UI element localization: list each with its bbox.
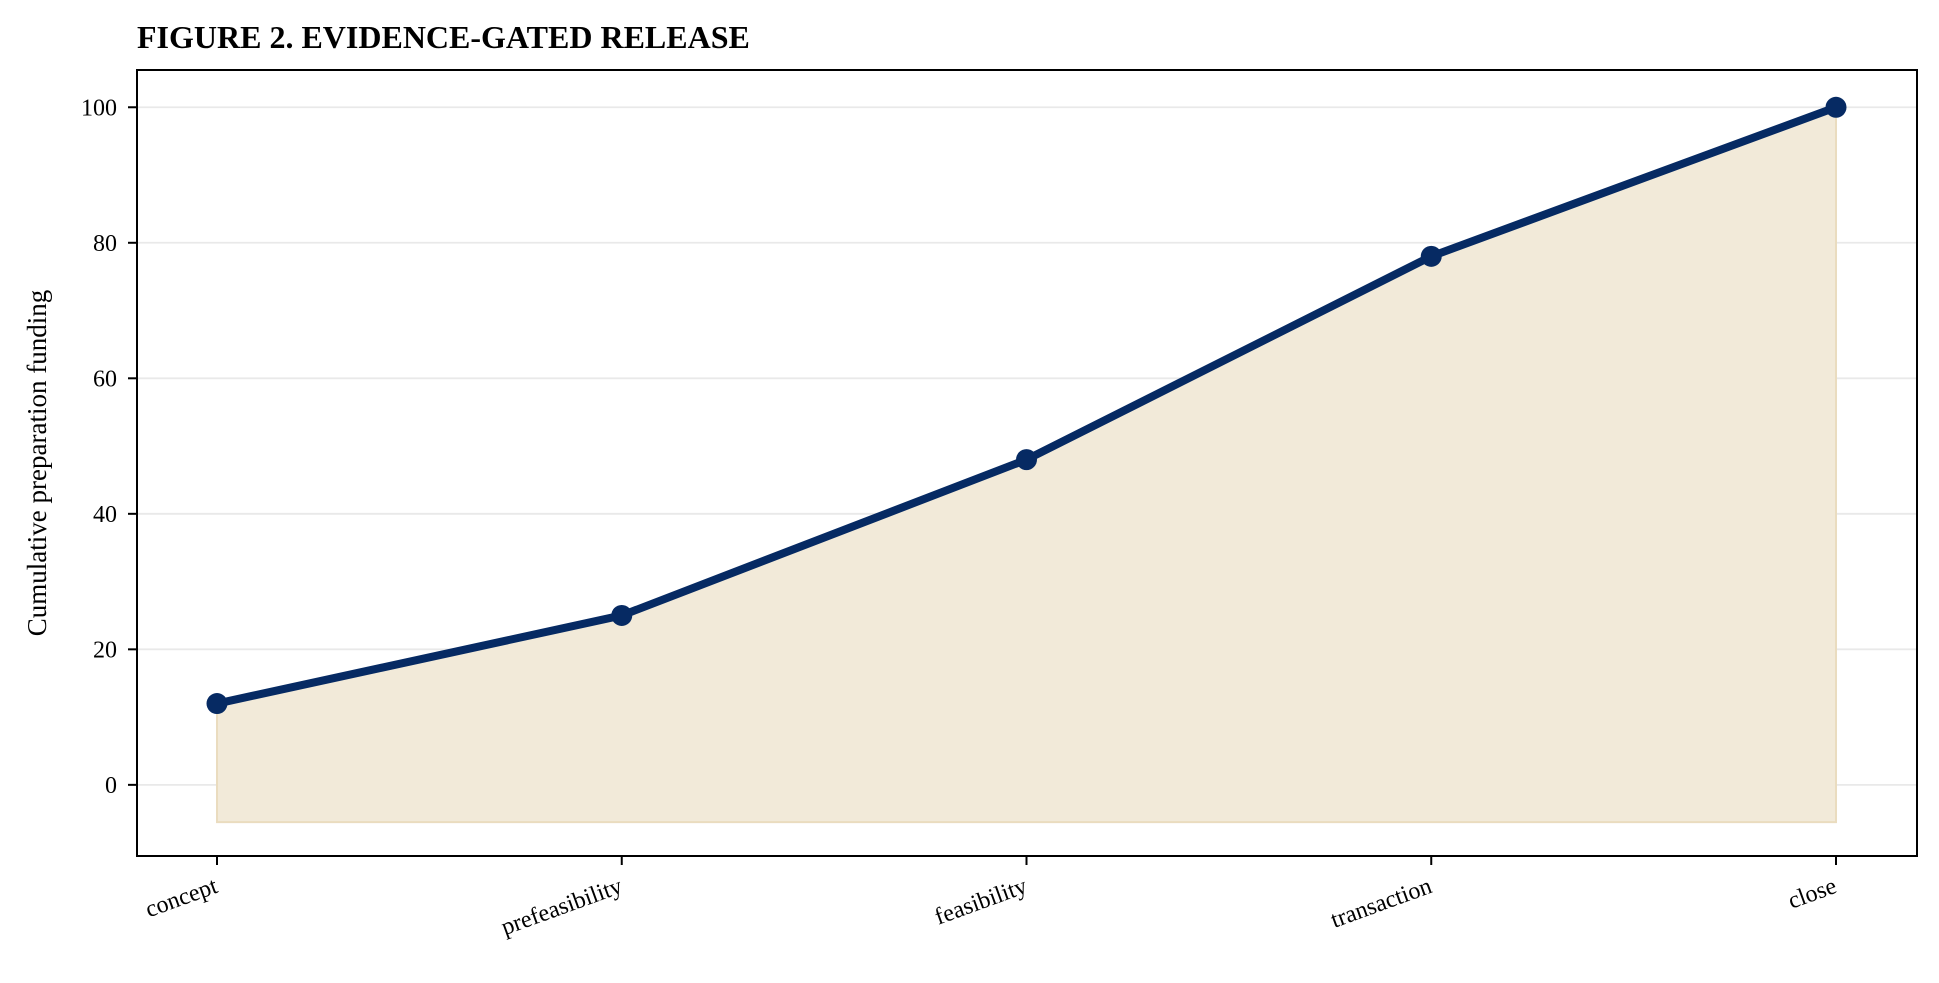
y-axis-label: Cumulative preparation funding: [22, 290, 52, 636]
x-axis: concept prefeasibility feasibility transact…: [142, 856, 1840, 941]
data-point-feasibility: [1016, 449, 1037, 471]
chart-title: FIGURE 2. EVIDENCE-GATED RELEASE: [137, 19, 750, 55]
data-points: [206, 96, 1847, 715]
y-tick-label: 60: [93, 366, 117, 392]
y-axis: 0 20 40 60 80 100: [81, 95, 137, 799]
x-tick-label-transaction: transaction: [1327, 873, 1435, 933]
x-tick-label-close: close: [1785, 873, 1840, 914]
x-tick-label-concept: concept: [142, 873, 221, 923]
y-tick-label: 20: [93, 637, 117, 663]
y-tick-label: 0: [105, 773, 117, 799]
data-point-transaction: [1420, 245, 1442, 267]
data-point-concept: [206, 693, 228, 715]
y-tick-label: 80: [93, 231, 117, 257]
x-tick-label-prefeasibility: prefeasibility: [498, 873, 626, 941]
data-point-prefeasibility: [611, 604, 633, 626]
data-point-close: [1825, 96, 1847, 118]
y-tick-label: 40: [93, 502, 117, 528]
x-tick-label-feasibility: feasibility: [931, 873, 1030, 930]
y-tick-label: 100: [81, 95, 117, 121]
